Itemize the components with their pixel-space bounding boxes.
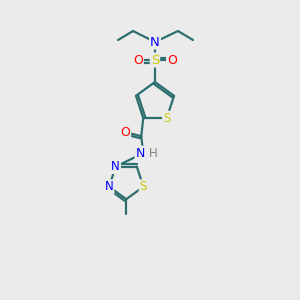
- Text: N: N: [136, 147, 145, 160]
- Text: S: S: [163, 112, 170, 125]
- Text: N: N: [150, 35, 160, 49]
- Text: O: O: [133, 53, 143, 67]
- Text: H: H: [149, 147, 158, 160]
- Text: O: O: [167, 53, 177, 67]
- Text: N: N: [111, 160, 120, 173]
- Text: S: S: [140, 180, 147, 193]
- Text: N: N: [105, 180, 113, 193]
- Text: O: O: [120, 126, 130, 139]
- Text: S: S: [151, 53, 159, 67]
